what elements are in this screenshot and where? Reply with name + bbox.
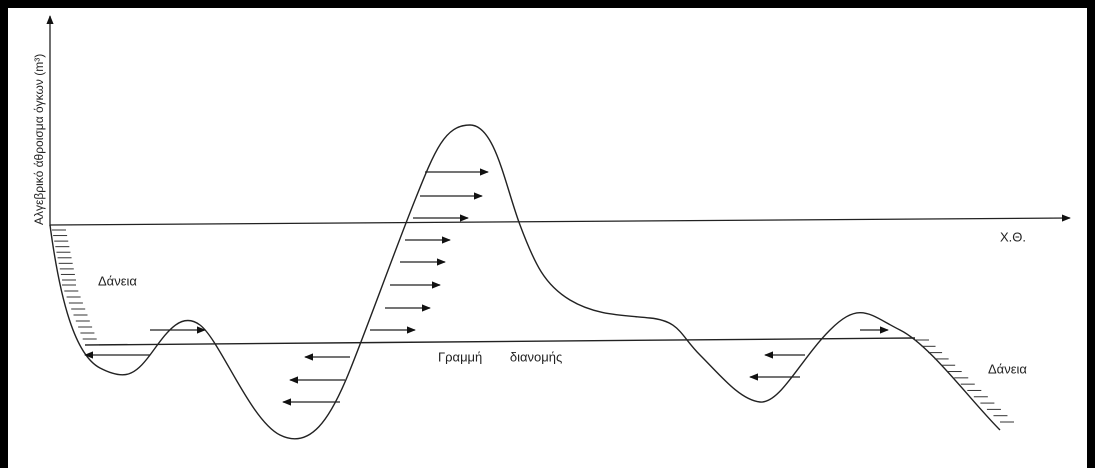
x-axis-label: Χ.Θ.: [1000, 229, 1026, 244]
y-axis-label: Αλγεβρικό άθροισμα όγκων (m³): [32, 54, 46, 225]
distribution-line: [84, 337, 916, 346]
distribution-label: Γραμμή διανομής: [438, 349, 562, 364]
borrow-hatching: [52, 229, 1014, 423]
borrow-label: Δάνεια: [988, 361, 1027, 376]
borrow-label: Δάνεια: [98, 273, 137, 288]
haul-arrows: [84, 168, 889, 406]
mass-curve: [49, 124, 1001, 440]
x-axis: [49, 214, 1071, 226]
